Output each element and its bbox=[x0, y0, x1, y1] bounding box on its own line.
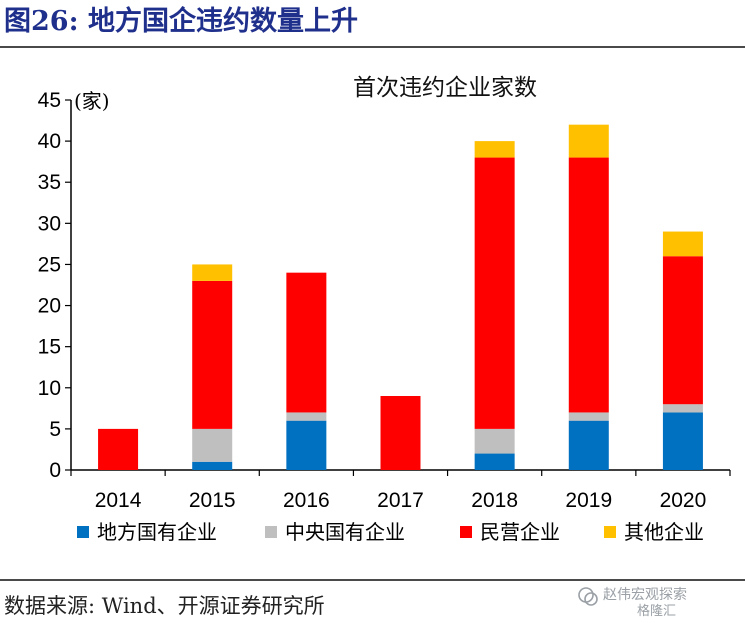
bar-segment bbox=[286, 412, 327, 421]
x-tick-label: 2019 bbox=[565, 489, 612, 512]
legend-label: 民营企业 bbox=[480, 520, 560, 544]
bar-segment bbox=[192, 264, 233, 281]
legend-label: 地方国有企业 bbox=[97, 520, 217, 544]
figure-title: 图26: 地方国企违约数量上升 bbox=[4, 6, 358, 37]
x-tick-label: 2015 bbox=[189, 489, 236, 512]
y-tick-label: 30 bbox=[38, 212, 61, 235]
y-tick-label: 0 bbox=[49, 459, 61, 482]
bar-segment bbox=[474, 141, 515, 158]
legend-label: 中央国有企业 bbox=[285, 520, 405, 544]
y-tick-label: 15 bbox=[38, 336, 61, 359]
axes: 0 5 10 15 20 25 30 35 40 45 2014 2015 2016 2017 2018 20… bbox=[38, 89, 731, 512]
bar-segment bbox=[380, 396, 421, 470]
watermark: 赵伟宏观探索 格隆汇 bbox=[577, 582, 737, 620]
bars bbox=[98, 124, 703, 470]
source-note: 数据来源: Wind、开源证券研究所 bbox=[4, 594, 325, 618]
watermark-text: 赵伟宏观探索 bbox=[603, 587, 687, 603]
x-tick-label: 2014 bbox=[95, 489, 142, 512]
bar-segment bbox=[662, 231, 703, 257]
bar-segment bbox=[662, 412, 703, 470]
chart-title: 首次违约企业家数 bbox=[353, 75, 537, 101]
y-tick-label: 25 bbox=[38, 253, 61, 276]
bar-segment bbox=[192, 428, 233, 462]
wechat-icon bbox=[578, 587, 598, 606]
y-tick-label: 5 bbox=[49, 418, 61, 441]
watermark-brand: 格隆汇 bbox=[637, 604, 677, 619]
bottom-divider bbox=[0, 579, 745, 581]
y-tick-label: 45 bbox=[38, 89, 61, 112]
y-tick-label: 40 bbox=[38, 130, 61, 153]
bar-segment bbox=[662, 404, 703, 413]
y-tick-label: 20 bbox=[38, 295, 61, 318]
top-divider bbox=[0, 46, 745, 48]
legend-label: 其他企业 bbox=[624, 520, 704, 544]
y-tick-label: 35 bbox=[38, 171, 61, 194]
x-tick-label: 2017 bbox=[377, 489, 424, 512]
bar-segment bbox=[286, 272, 327, 413]
bar-segment bbox=[568, 124, 609, 158]
bar-segment bbox=[98, 428, 139, 470]
bar-segment bbox=[474, 428, 515, 454]
legend-swatch bbox=[77, 526, 89, 538]
bar-segment bbox=[568, 412, 609, 421]
bar-segment bbox=[568, 157, 609, 413]
x-tick-label: 2018 bbox=[471, 489, 518, 512]
legend-swatch bbox=[460, 526, 472, 538]
x-tick-label: 2020 bbox=[660, 489, 707, 512]
bar-segment bbox=[474, 157, 515, 429]
legend-swatch bbox=[604, 526, 616, 538]
legend-swatch bbox=[265, 526, 277, 538]
bar-segment bbox=[662, 256, 703, 405]
legend: 地方国有企业 中央国有企业 民营企业 其他企业 bbox=[77, 520, 704, 544]
bar-segment bbox=[192, 461, 233, 470]
bar-segment bbox=[286, 420, 327, 470]
bar-segment bbox=[192, 280, 233, 429]
x-tick-label: 2016 bbox=[283, 489, 330, 512]
y-tick-label: 10 bbox=[38, 377, 61, 400]
bar-segment bbox=[568, 420, 609, 470]
y-axis-unit-label: (家) bbox=[74, 89, 110, 113]
bar-segment bbox=[474, 453, 515, 470]
stacked-bar-chart: 首次违约企业家数 (家) 0 5 10 15 20 25 30 35 40 45 2014 2015 2… bbox=[38, 75, 731, 544]
